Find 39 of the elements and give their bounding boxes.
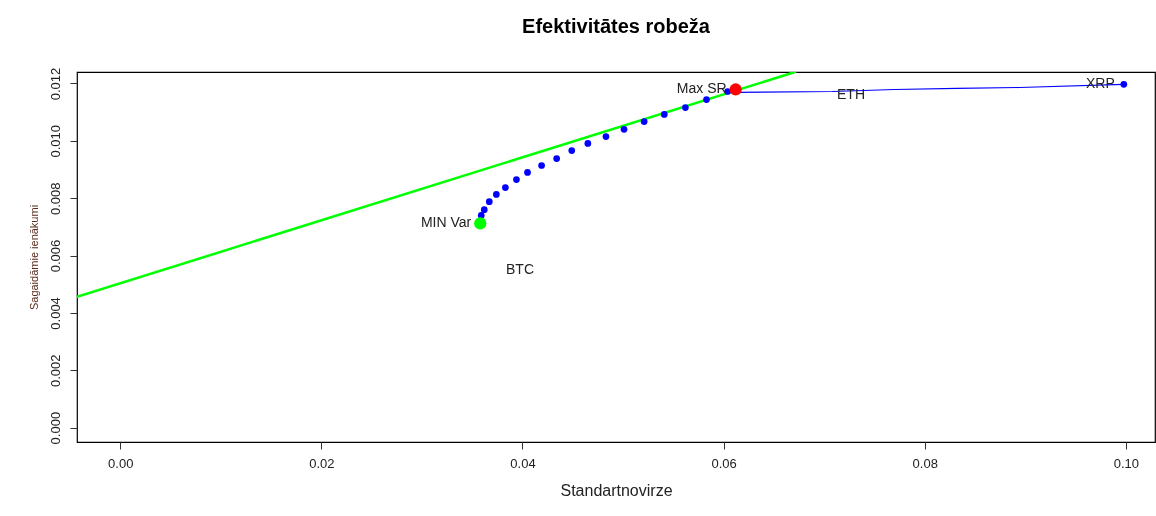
annotation: ETH [837, 86, 865, 102]
point [602, 133, 610, 140]
point [480, 206, 488, 214]
point [640, 118, 648, 125]
annotation: MIN Var [420, 214, 472, 231]
point [1120, 80, 1128, 88]
x-tick-label: 0.00 [108, 455, 134, 471]
point [703, 96, 710, 103]
y-tick-label: 0.006 [47, 239, 63, 273]
x-tick-label: 0.06 [711, 455, 737, 471]
point [568, 147, 576, 154]
point [584, 140, 592, 147]
x-axis-title: Standartnovirze [560, 481, 673, 499]
chart-title: Efektivitātes robeža [522, 15, 711, 38]
point [538, 162, 545, 169]
point [502, 184, 509, 191]
point [524, 169, 531, 176]
point [474, 217, 487, 230]
y-tick-label: 0.008 [47, 182, 63, 215]
point [620, 126, 628, 133]
point [660, 111, 668, 118]
point [729, 83, 742, 96]
y-tick-label: 0.012 [47, 67, 63, 101]
point [492, 191, 500, 198]
x-tick-label: 0.08 [912, 455, 938, 471]
x-tick-label: 0.10 [1113, 455, 1139, 471]
point [682, 104, 689, 111]
y-tick-label: 0.002 [47, 354, 63, 388]
y-axis-title: Sagaidāmie ienākumi [27, 204, 40, 311]
point [513, 176, 520, 183]
point [553, 155, 561, 162]
x-tick-label: 0.04 [510, 455, 536, 471]
annotation: BTC [506, 261, 534, 277]
y-tick-label: 0.010 [47, 125, 63, 158]
annotation: Max SR [676, 80, 727, 97]
y-tick-label: 0.000 [47, 411, 63, 445]
x-tick-label: 0.02 [309, 455, 335, 471]
point [485, 198, 493, 205]
y-tick-label: 0.004 [47, 297, 63, 330]
